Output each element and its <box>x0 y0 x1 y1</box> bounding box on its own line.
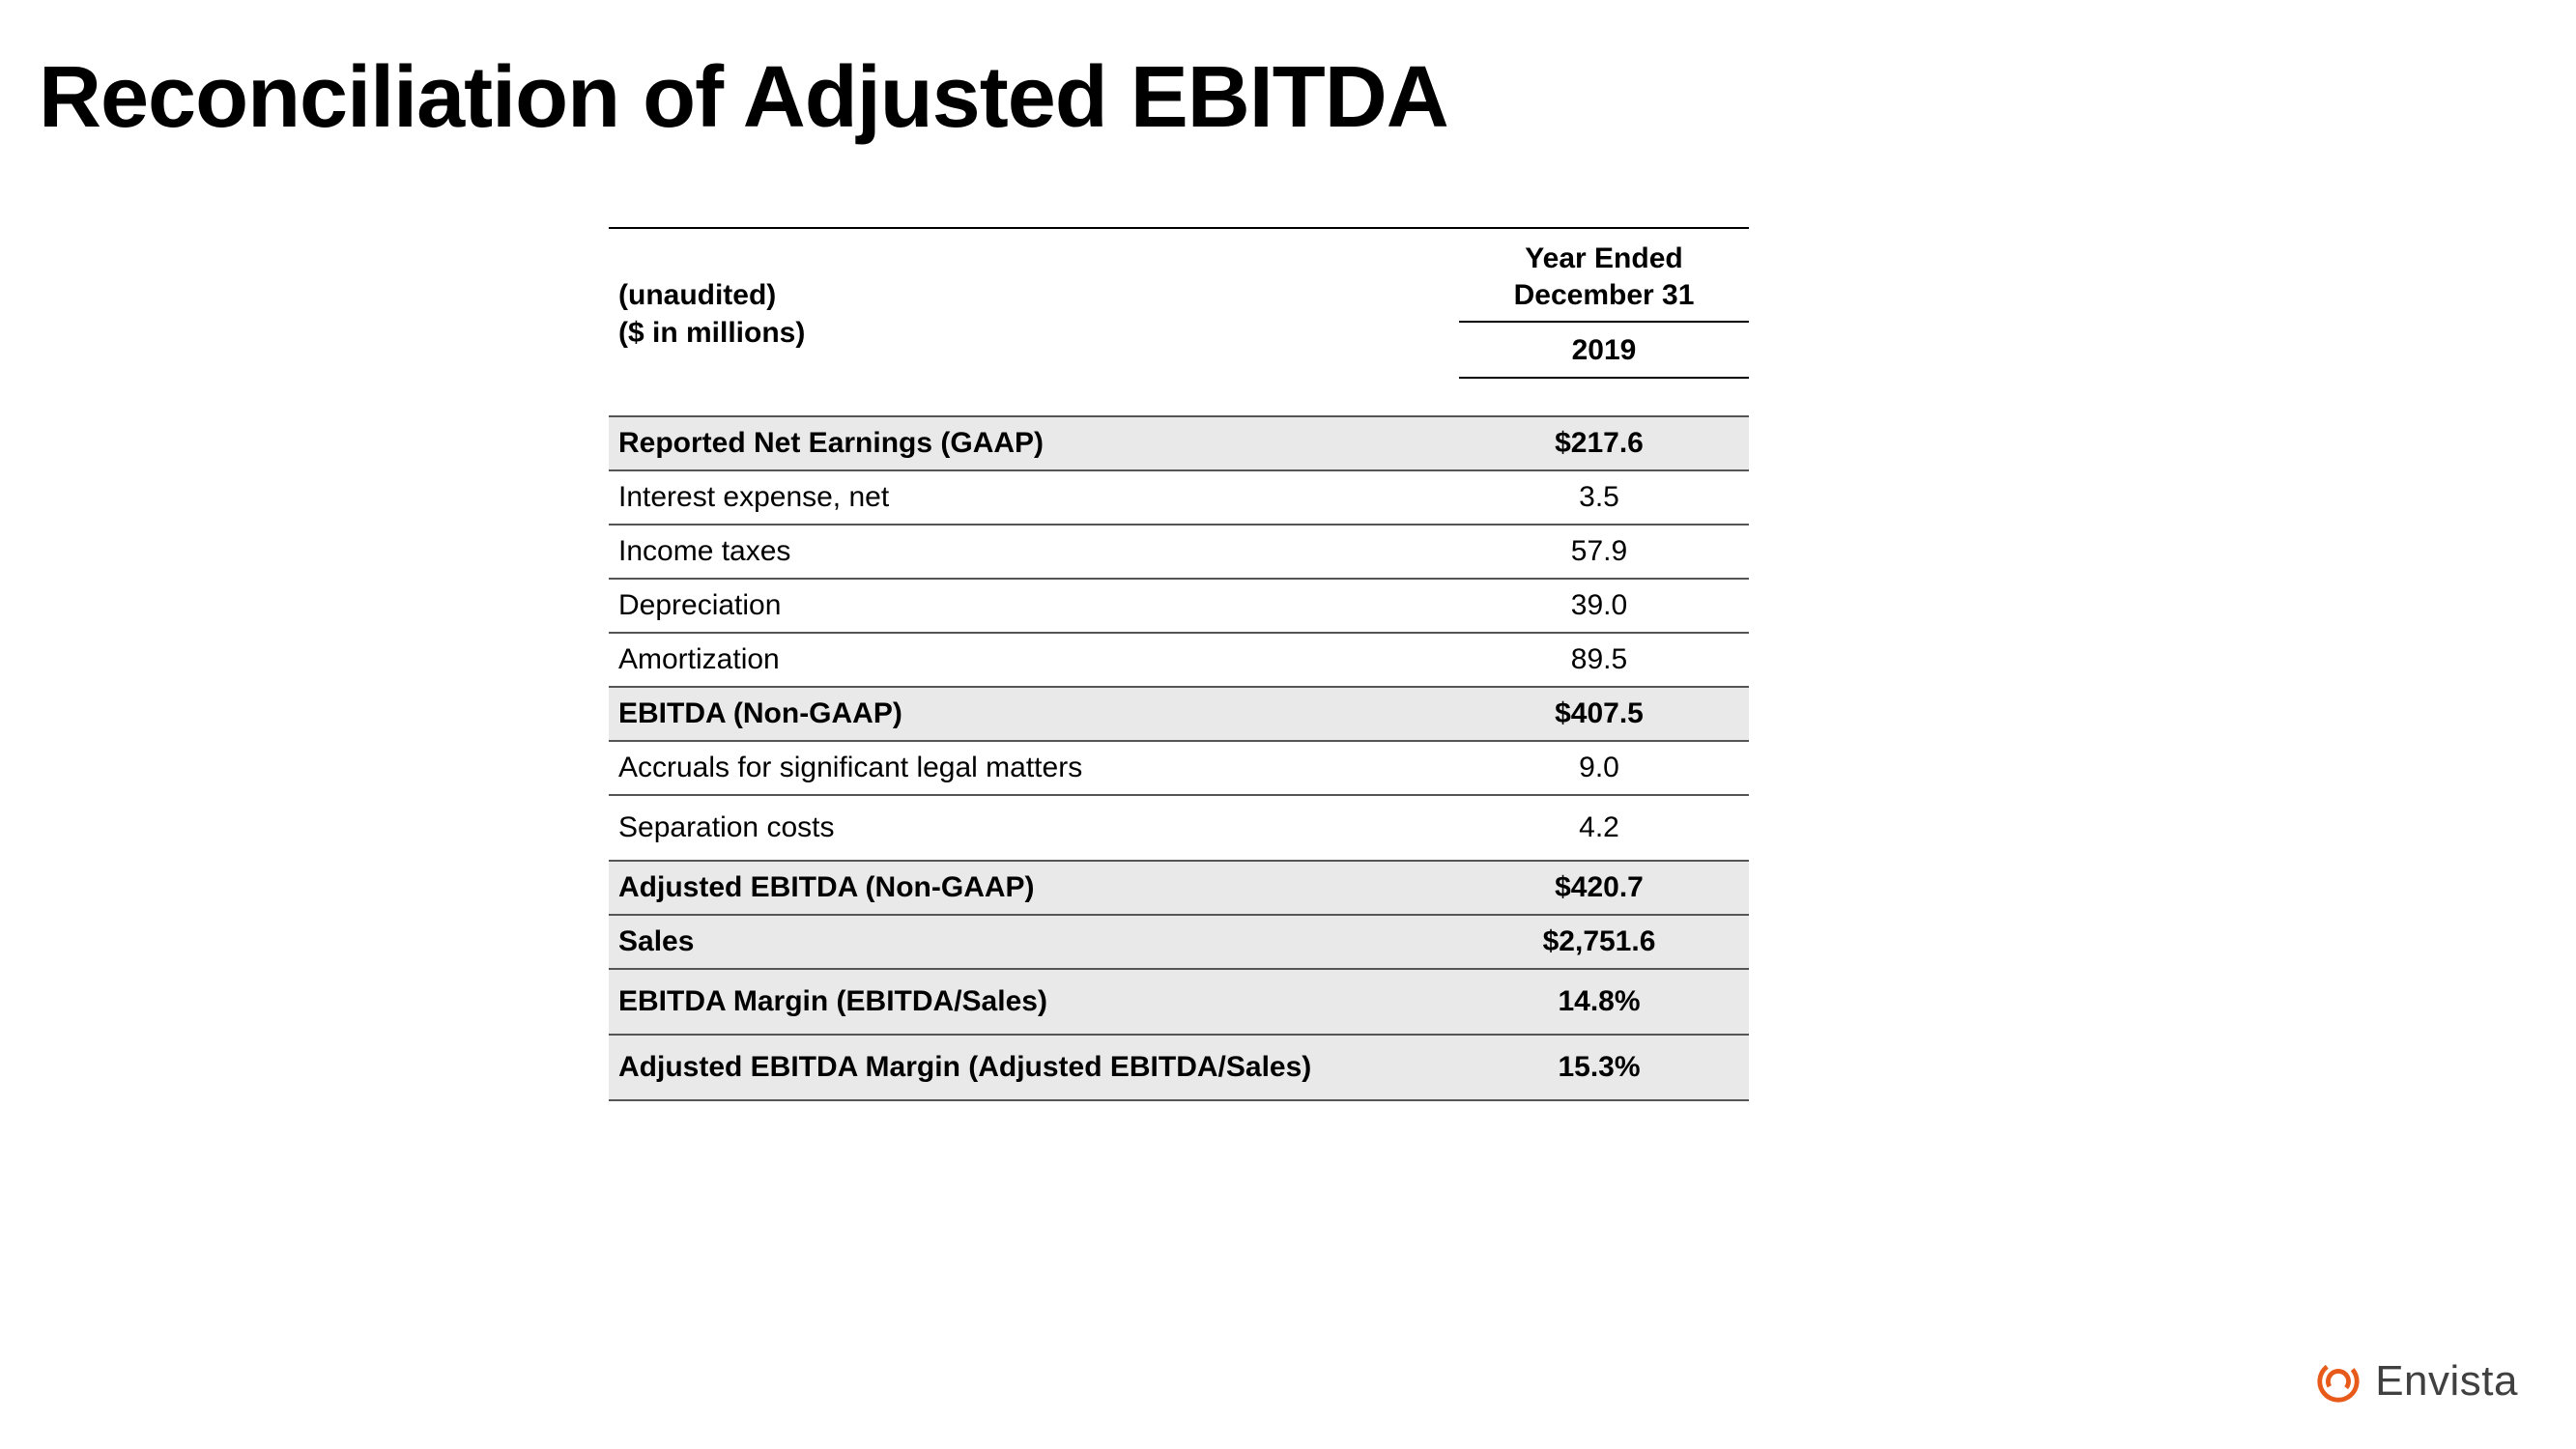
table-row: EBITDA Margin (EBITDA/Sales)14.8% <box>609 970 1749 1036</box>
ebitda-table: (unaudited) ($ in millions) Year EndedDe… <box>609 227 1749 1101</box>
header-year: 2019 <box>1459 323 1749 379</box>
row-label: Accruals for significant legal matters <box>618 752 1459 784</box>
envista-icon <box>2315 1358 2361 1405</box>
table-row: Interest expense, net3.5 <box>609 471 1749 526</box>
row-label: Reported Net Earnings (GAAP) <box>618 427 1459 460</box>
row-label: Adjusted EBITDA Margin (Adjusted EBITDA/… <box>618 1051 1459 1084</box>
row-value: 9.0 <box>1459 752 1739 784</box>
table-row: Amortization89.5 <box>609 634 1749 688</box>
page-title: Reconciliation of Adjusted EBITDA <box>39 48 1448 148</box>
row-value: 15.3% <box>1459 1051 1739 1084</box>
table-header-left: (unaudited) ($ in millions) <box>609 229 1459 379</box>
table-row: EBITDA (Non-GAAP)$407.5 <box>609 688 1749 742</box>
row-label: EBITDA Margin (EBITDA/Sales) <box>618 985 1459 1018</box>
row-value: 39.0 <box>1459 589 1739 622</box>
row-value: 57.9 <box>1459 535 1739 568</box>
row-label: Separation costs <box>618 811 1459 844</box>
row-value: 4.2 <box>1459 811 1739 844</box>
row-label: Sales <box>618 925 1459 958</box>
table-spacer <box>609 379 1749 417</box>
table-header-right: Year EndedDecember 31 2019 <box>1459 229 1749 379</box>
row-label: Amortization <box>618 643 1459 676</box>
row-value: 14.8% <box>1459 985 1739 1018</box>
table-row: Income taxes57.9 <box>609 526 1749 580</box>
header-units: ($ in millions) <box>618 314 1449 352</box>
row-value: $2,751.6 <box>1459 925 1739 958</box>
row-label: Adjusted EBITDA (Non-GAAP) <box>618 871 1459 904</box>
row-label: Depreciation <box>618 589 1459 622</box>
table-row: Accruals for significant legal matters9.… <box>609 742 1749 796</box>
header-period: Year EndedDecember 31 <box>1459 229 1749 323</box>
row-value: $217.6 <box>1459 427 1739 460</box>
row-value: $420.7 <box>1459 871 1739 904</box>
header-unaudited: (unaudited) <box>618 276 1449 314</box>
table-header: (unaudited) ($ in millions) Year EndedDe… <box>609 227 1749 379</box>
brand-name: Envista <box>2375 1357 2518 1406</box>
table-row: Separation costs4.2 <box>609 796 1749 862</box>
row-label: Income taxes <box>618 535 1459 568</box>
row-value: 89.5 <box>1459 643 1739 676</box>
table-row: Depreciation39.0 <box>609 580 1749 634</box>
table-body: Reported Net Earnings (GAAP)$217.6Intere… <box>609 417 1749 1101</box>
row-label: EBITDA (Non-GAAP) <box>618 697 1459 730</box>
table-row: Reported Net Earnings (GAAP)$217.6 <box>609 417 1749 471</box>
row-value: 3.5 <box>1459 481 1739 514</box>
brand-logo: Envista <box>2315 1357 2518 1406</box>
row-label: Interest expense, net <box>618 481 1459 514</box>
table-row: Adjusted EBITDA Margin (Adjusted EBITDA/… <box>609 1036 1749 1101</box>
table-row: Adjusted EBITDA (Non-GAAP)$420.7 <box>609 862 1749 916</box>
table-row: Sales$2,751.6 <box>609 916 1749 970</box>
row-value: $407.5 <box>1459 697 1739 730</box>
